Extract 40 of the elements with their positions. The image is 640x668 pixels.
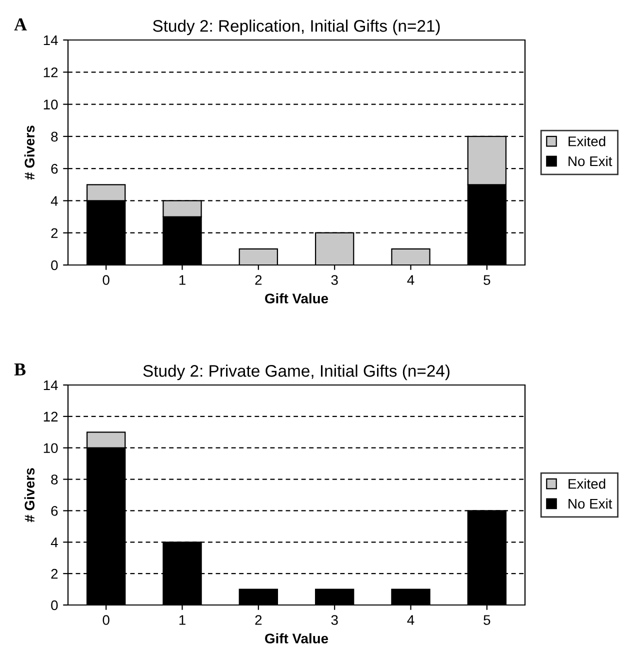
x-tick-label: 5 xyxy=(484,615,490,625)
y-tick-label: 10 xyxy=(44,443,58,454)
y-tick-label: 10 xyxy=(44,100,58,110)
y-tick-label: 8 xyxy=(51,474,58,484)
y-tick-label: 2 xyxy=(51,568,58,579)
y-tick-label: 0 xyxy=(51,600,58,610)
y-tick-label: 6 xyxy=(51,506,58,516)
y-axis-title: # Givers xyxy=(24,126,35,180)
y-tick-label: 4 xyxy=(50,538,58,548)
x-tick-label: 4 xyxy=(407,615,414,625)
y-tick-label: 12 xyxy=(44,412,58,422)
x-tick-label: 2 xyxy=(255,615,262,625)
x-tick-label: 0 xyxy=(102,615,110,625)
y-tick-label: 14 xyxy=(44,380,58,390)
legend-label: No Exit xyxy=(568,498,612,509)
x-axis-title: Gift Value xyxy=(265,633,328,644)
text: A xyxy=(14,18,27,30)
x-tick-label: 3 xyxy=(331,615,338,625)
x-tick-label: 0 xyxy=(102,275,110,285)
chart-title: Study 2: Replication, Initial Gifts (n=21) xyxy=(152,20,440,36)
legend-label: Exited xyxy=(568,478,606,489)
x-tick-label: 5 xyxy=(484,275,490,285)
y-tick-label: 8 xyxy=(51,132,58,142)
x-tick-label: 4 xyxy=(407,275,414,285)
y-tick-label: 6 xyxy=(51,164,58,174)
x-axis-title: Gift Value xyxy=(265,293,328,304)
text: B xyxy=(14,364,26,376)
y-axis-title: # Givers xyxy=(24,468,35,522)
x-tick-label: 1 xyxy=(179,275,186,285)
y-tick-label: 14 xyxy=(44,35,58,46)
legend-label: No Exit xyxy=(568,156,612,166)
y-tick-label: 12 xyxy=(44,67,58,78)
x-tick-label: 1 xyxy=(179,615,186,625)
y-tick-label: 0 xyxy=(51,260,58,270)
y-tick-label: 2 xyxy=(51,228,58,238)
chart-title: Study 2: Private Game, Initial Gifts (n=24) xyxy=(143,364,450,380)
x-tick-label: 2 xyxy=(255,275,262,285)
y-tick-label: 4 xyxy=(50,196,58,206)
x-tick-label: 3 xyxy=(331,275,338,285)
legend-label: Exited xyxy=(568,136,606,146)
